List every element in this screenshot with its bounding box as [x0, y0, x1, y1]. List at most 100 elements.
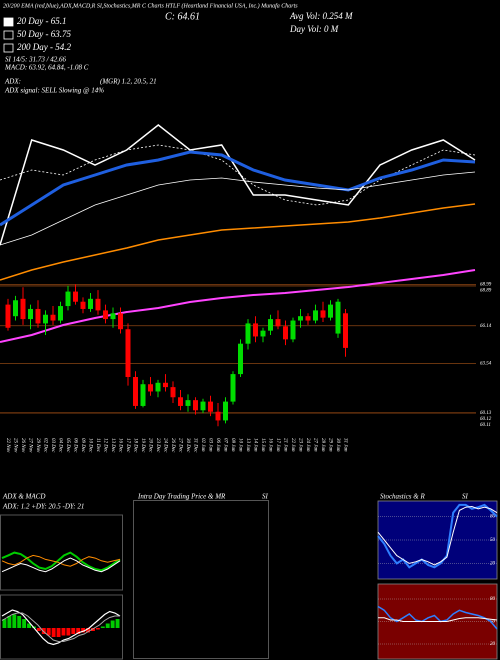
- y-tick-label: 60.13: [480, 411, 492, 416]
- candle-body: [20, 298, 26, 320]
- y-tick-label: 20: [490, 642, 496, 647]
- macd-bar: [81, 628, 86, 633]
- y-tick-label: 80: [490, 597, 496, 602]
- candle-body: [148, 384, 153, 392]
- x-tick-label: 03 Jan: [207, 438, 212, 452]
- x-tick-label: 04 Dec: [57, 438, 62, 453]
- x-tick-label: 13 Dec: [110, 438, 115, 453]
- candle-body: [140, 384, 146, 406]
- x-tick-label: 02 Dec: [42, 438, 47, 453]
- macd-bar: [12, 614, 17, 628]
- x-tick-label: 06 Dec: [72, 438, 77, 453]
- chart-title: 20/200 EMA (red,blue),ADX,MACD,R SI,Stoc…: [3, 2, 298, 9]
- macd-bar: [110, 620, 115, 628]
- candle-body: [43, 314, 48, 324]
- macd-bar: [100, 626, 105, 628]
- y-tick-label: 80: [490, 515, 496, 520]
- macd-bar: [95, 628, 100, 630]
- panel-title: Intra Day Trading Price & MR: [137, 493, 226, 501]
- candle-body: [335, 301, 341, 334]
- y-tick-label: 50: [490, 538, 496, 543]
- macd-bar: [36, 628, 41, 631]
- x-tick-label: 28 Jan: [320, 438, 325, 452]
- candle-body: [73, 291, 78, 302]
- indicator-text: SI 14/5: 31.73 / 42.66: [5, 56, 67, 64]
- panel-title: Stochastics & R: [380, 493, 425, 501]
- x-tick-label: 30 Dec: [185, 438, 190, 453]
- candle-body: [275, 319, 281, 327]
- x-tick-label: 24 Jan: [305, 438, 310, 452]
- x-tick-label: 09 Dec: [80, 438, 85, 453]
- candle-body: [28, 308, 33, 320]
- candle-body: [260, 330, 266, 337]
- panel-border: [133, 500, 269, 659]
- x-tick-label: 27 Jan: [312, 438, 317, 452]
- candle-body: [283, 326, 288, 340]
- y-tick-label: 50: [490, 620, 496, 625]
- x-tick-label: 29 Nov: [35, 438, 40, 453]
- x-tick-label: 07 Jan: [222, 438, 227, 452]
- candle-body: [103, 310, 108, 320]
- panel-background: [377, 500, 498, 580]
- series-line: [377, 605, 498, 630]
- indicator-text: ADX:: [4, 78, 21, 86]
- series-line: [0, 171, 476, 246]
- candle-body: [35, 308, 41, 324]
- candle-body: [178, 397, 183, 406]
- x-tick-label: 16 Dec: [117, 438, 122, 453]
- series-line: [0, 124, 476, 246]
- candle-body: [125, 329, 131, 377]
- x-tick-label: 22 Nov: [5, 438, 10, 453]
- macd-bar: [22, 619, 27, 628]
- x-tick-label: 23 Jan: [297, 438, 302, 452]
- series-line: [0, 203, 476, 281]
- macd-bar: [7, 616, 12, 628]
- series-line: [377, 503, 498, 569]
- series-line: [1, 551, 121, 572]
- panel-border: [0, 594, 123, 660]
- indicator-text: MACD: 63.92, 64.84, -1.08 C: [4, 64, 89, 72]
- y-tick-label: 20: [490, 562, 496, 567]
- panel-subtitle: SI: [462, 493, 469, 501]
- legend-label: 50 Day - 63.75: [17, 29, 71, 39]
- indicator-text: ADX signal: SELL Slowing @ 14%: [4, 87, 104, 95]
- candle-body: [133, 376, 138, 406]
- legend-label: 20 Day - 65.1: [17, 16, 67, 26]
- x-tick-label: 08 Jan: [230, 438, 235, 452]
- candle-body: [215, 411, 221, 421]
- x-tick-label: 27 Dec: [177, 438, 182, 453]
- series-line: [0, 269, 476, 343]
- x-tick-label: 29 Jan: [327, 438, 332, 452]
- x-tick-label: 03 Dec: [50, 438, 55, 453]
- candle-body: [343, 313, 348, 348]
- candle-body: [253, 323, 258, 337]
- macd-bar: [105, 623, 110, 628]
- candle-body: [238, 343, 243, 375]
- x-tick-label: 31 Dec: [192, 438, 197, 453]
- macd-bar: [51, 628, 56, 637]
- candle-body: [290, 320, 296, 340]
- panel-subtitle: ADX: 1.2 +DY: 20.5 -DY: 21: [2, 503, 84, 511]
- x-tick-label: 21 Jan: [282, 438, 287, 452]
- candle-body: [328, 304, 333, 318]
- x-tick-label: 25 Nov: [12, 438, 17, 453]
- candle-body: [88, 298, 93, 309]
- candle-body: [313, 310, 318, 321]
- macd-bar: [27, 623, 31, 628]
- x-tick-label: 05 Dec: [65, 438, 70, 453]
- candle-body: [230, 374, 236, 402]
- candle-body: [298, 316, 303, 321]
- legend-swatch: [3, 43, 14, 53]
- candle-body: [5, 304, 11, 328]
- x-tick-label: 19 Dec: [140, 438, 145, 453]
- panel-border: [0, 514, 123, 591]
- candle-body: [208, 401, 213, 412]
- close-label: C: 64.61: [165, 11, 200, 22]
- candle-body: [200, 401, 206, 411]
- y-tick-label: 68.99: [480, 283, 492, 288]
- x-tick-label: 31 Jan: [342, 438, 347, 452]
- candle-body: [268, 319, 273, 331]
- y-tick-label: 66.14: [480, 324, 492, 329]
- legend-swatch: [3, 17, 14, 27]
- series-line: [1, 557, 121, 573]
